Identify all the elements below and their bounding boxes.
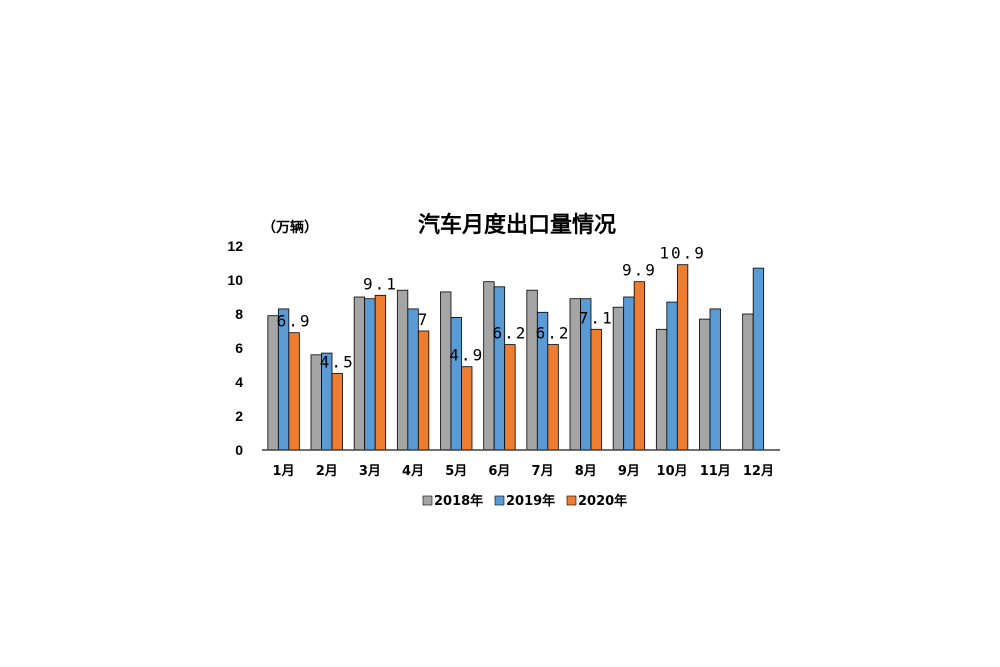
- data-label: 7: [418, 310, 430, 329]
- bar-2019年-3月: [364, 298, 376, 451]
- bar-2018年-6月: [483, 281, 495, 451]
- y-tick-label: 12: [227, 238, 243, 254]
- bars-group: [267, 264, 765, 451]
- bar-2019年-5月: [450, 316, 462, 451]
- bar-2018年-12月: [742, 313, 754, 451]
- bar-2019年-10月: [666, 301, 678, 451]
- y-tick-label: 8: [235, 306, 243, 322]
- legend-label: 2018年: [434, 493, 483, 509]
- bar-2020年-4月: [417, 330, 430, 451]
- bar-2018年-9月: [612, 306, 625, 451]
- bar-2020年-7月: [547, 344, 559, 451]
- data-label: 6.2: [536, 324, 571, 343]
- legend-swatch: [494, 495, 505, 506]
- bar-2019年-12月: [752, 267, 765, 451]
- x-tick-label: 7月: [532, 464, 554, 479]
- x-tick-label: 9月: [618, 464, 640, 479]
- legend-swatch: [422, 495, 433, 506]
- bar-2019年-4月: [407, 308, 419, 451]
- chart-title: 汽车月度出口量情况: [418, 212, 616, 238]
- x-tick-label: 11月: [700, 464, 731, 479]
- y-tick-label: 10: [227, 272, 243, 288]
- bar-2020年-8月: [590, 328, 602, 451]
- y-unit-label: （万辆）: [262, 219, 318, 236]
- legend-label: 2019年: [506, 493, 555, 509]
- data-label: 6.2: [492, 324, 527, 343]
- data-label: 9.9: [622, 261, 657, 280]
- x-tick-label: 8月: [575, 464, 597, 479]
- legend: 2018年 2019年 2020年: [422, 493, 627, 509]
- bar-2020年-3月: [374, 294, 387, 451]
- data-labels: 6.9 4.5 9.1 7 4.9 6.2 6.2 7.1 9.910.9: [277, 244, 706, 372]
- x-tick-label: 6月: [488, 464, 510, 479]
- bar-2020年-1月: [288, 332, 300, 451]
- y-axis: 0 2 4 6 8 10 12: [227, 238, 243, 458]
- bar-2019年-11月: [709, 308, 721, 451]
- bar-2020年-10月: [676, 264, 689, 451]
- data-label: 4.5: [320, 353, 355, 372]
- x-axis: 1月 2月 3月 4月 5月 6月 7月 8月 9月 10月 11月 12月: [273, 464, 774, 479]
- legend-swatch: [566, 495, 577, 506]
- bar-2019年-9月: [623, 296, 635, 451]
- data-label: 7.1: [579, 308, 614, 327]
- bar-2020年-5月: [461, 366, 473, 451]
- x-tick-label: 5月: [445, 464, 467, 479]
- x-tick-label: 10月: [657, 464, 688, 479]
- data-label: 6.9: [277, 312, 312, 331]
- bar-2020年-6月: [504, 344, 516, 451]
- bar-2018年-10月: [655, 328, 668, 451]
- x-tick-label: 4月: [402, 464, 424, 479]
- bar-2018年-7月: [526, 289, 538, 451]
- x-tick-label: 3月: [359, 464, 381, 479]
- bar-2019年-6月: [493, 286, 506, 451]
- bar-2018年-4月: [396, 289, 409, 451]
- bar-2018年-11月: [699, 318, 711, 451]
- bar-2018年-5月: [440, 291, 452, 451]
- data-label: 9.1: [363, 274, 398, 293]
- y-tick-label: 6: [235, 340, 243, 356]
- bar-2018年-1月: [267, 315, 279, 451]
- x-tick-label: 12月: [743, 464, 774, 479]
- legend-label: 2020年: [578, 493, 627, 509]
- y-tick-label: 0: [235, 442, 243, 458]
- data-label: 10.9: [659, 244, 706, 263]
- data-label: 4.9: [449, 346, 484, 365]
- y-tick-label: 2: [235, 408, 243, 424]
- bar-2018年-3月: [353, 296, 366, 451]
- bar-2020年-2月: [331, 373, 343, 451]
- x-tick-label: 2月: [316, 464, 338, 479]
- y-tick-label: 4: [235, 374, 243, 390]
- bar-2020年-9月: [633, 281, 646, 451]
- x-tick-label: 1月: [273, 464, 295, 479]
